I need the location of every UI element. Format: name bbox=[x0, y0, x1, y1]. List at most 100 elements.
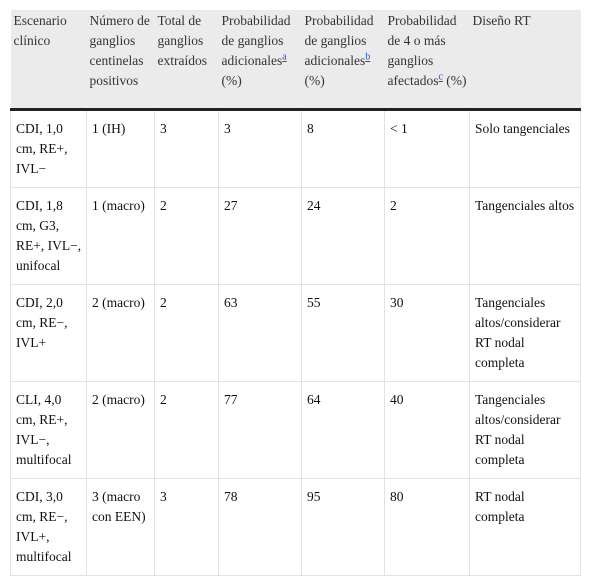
cell-text: 2 bbox=[160, 295, 167, 310]
header-cell: Escenario clínico bbox=[10, 10, 87, 111]
table-cell: 2 bbox=[384, 187, 470, 285]
cell-text: CDI, 1,0 cm, RE+, IVL− bbox=[16, 121, 68, 176]
header-text: Probabilidad de 4 o más ganglios afectad… bbox=[387, 13, 457, 88]
header-cell: Probabilidad de ganglios adicionalesa (%… bbox=[218, 10, 302, 111]
cell-text: 55 bbox=[307, 295, 321, 310]
table-cell: CDI, 1,8 cm, G3, RE+, IVL−, unifocal bbox=[10, 187, 87, 285]
cell-text: 2 (macro) bbox=[92, 295, 145, 310]
cell-text: < 1 bbox=[390, 121, 408, 136]
table-cell: < 1 bbox=[384, 109, 470, 188]
table-cell: 2 bbox=[154, 187, 219, 285]
cell-text: Tangenciales altos/considerar RT nodal c… bbox=[475, 295, 561, 370]
cell-text: 2 (macro) bbox=[92, 392, 145, 407]
header-suffix: (%) bbox=[221, 73, 242, 88]
table-cell: Tangenciales altos/considerar RT nodal c… bbox=[469, 284, 581, 382]
table-cell: 2 (macro) bbox=[86, 381, 155, 479]
cell-text: CDI, 1,8 cm, G3, RE+, IVL−, unifocal bbox=[16, 198, 82, 273]
cell-text: Tangenciales altos bbox=[475, 198, 575, 213]
table-cell: 77 bbox=[218, 381, 302, 479]
header-text: Total de ganglios extraídos bbox=[157, 13, 208, 68]
table-cell: CLI, 4,0 cm, RE+, IVL−, multifocal bbox=[10, 381, 87, 479]
header-text: Escenario clínico bbox=[13, 13, 67, 48]
table-cell: Tangenciales altos/considerar RT nodal c… bbox=[469, 381, 581, 479]
header-row: Escenario clínico Número de ganglios cent… bbox=[10, 10, 581, 111]
cell-text: 78 bbox=[224, 489, 238, 504]
header-cell: Probabilidad de 4 o más ganglios afectad… bbox=[384, 10, 470, 111]
cell-text: 1 (macro) bbox=[92, 198, 145, 213]
cell-text: 24 bbox=[307, 198, 321, 213]
cell-text: 2 bbox=[390, 198, 397, 213]
footnote-link[interactable]: b bbox=[365, 51, 371, 63]
table-row: CDI, 2,0 cm, RE−, IVL+ 2 (macro) 2 63 55 30 Ta… bbox=[10, 284, 581, 382]
cell-text: CDI, 3,0 cm, RE−, IVL+, multifocal bbox=[16, 489, 72, 564]
table-cell: Solo tangenciales bbox=[469, 109, 581, 188]
cell-text: 2 bbox=[160, 392, 167, 407]
table-cell: 40 bbox=[384, 381, 470, 479]
table-cell: 80 bbox=[384, 478, 470, 576]
table-cell: 2 bbox=[154, 381, 219, 479]
cell-text: 40 bbox=[390, 392, 404, 407]
table-cell: 1 (macro) bbox=[86, 187, 155, 285]
header-text: Número de ganglios centinelas positivos bbox=[89, 13, 150, 88]
table: Escenario clínico Número de ganglios cent… bbox=[10, 10, 581, 576]
cell-text: RT nodal completa bbox=[475, 489, 525, 524]
header-text: Probabilidad de ganglios adicionales bbox=[221, 13, 291, 68]
table-cell: 55 bbox=[301, 284, 385, 382]
table-cell: 3 bbox=[154, 478, 219, 576]
cell-text: 64 bbox=[307, 392, 321, 407]
table-row: CDI, 1,8 cm, G3, RE+, IVL−, unifocal 1 (m… bbox=[10, 187, 581, 285]
footnote-link[interactable]: c bbox=[438, 71, 443, 83]
table-container: Escenario clínico Número de ganglios cent… bbox=[10, 10, 581, 576]
cell-text: 63 bbox=[224, 295, 238, 310]
table-cell: 8 bbox=[301, 109, 385, 188]
cell-text: Solo tangenciales bbox=[475, 121, 570, 136]
cell-text: 27 bbox=[224, 198, 238, 213]
header-cell: Probabilidad de ganglios adicionalesb (%… bbox=[301, 10, 385, 111]
table-cell: 2 (macro) bbox=[86, 284, 155, 382]
table-cell: CDI, 1,0 cm, RE+, IVL− bbox=[10, 109, 87, 188]
header-text: Diseño RT bbox=[472, 13, 531, 28]
cell-text: 95 bbox=[307, 489, 321, 504]
table-cell: 78 bbox=[218, 478, 302, 576]
cell-text: 1 (IH) bbox=[92, 121, 126, 136]
cell-text: 30 bbox=[390, 295, 404, 310]
table-row: CDI, 3,0 cm, RE−, IVL+, multifocal 3 (mac… bbox=[10, 478, 581, 576]
cell-text: 2 bbox=[160, 198, 167, 213]
table-cell: 2 bbox=[154, 284, 219, 382]
cell-text: 80 bbox=[390, 489, 404, 504]
table-cell: 64 bbox=[301, 381, 385, 479]
table-body: CDI, 1,0 cm, RE+, IVL− 1 (IH) 3 3 8 < 1 Solo t… bbox=[10, 109, 581, 576]
table-cell: 63 bbox=[218, 284, 302, 382]
cell-text: 3 bbox=[224, 121, 231, 136]
table-cell: 3 bbox=[218, 109, 302, 188]
cell-text: 3 (macro con EEN) bbox=[92, 489, 146, 524]
cell-text: 3 bbox=[160, 489, 167, 504]
header-suffix: (%) bbox=[304, 73, 325, 88]
table-cell: Tangenciales altos bbox=[469, 187, 581, 285]
footnote-link[interactable]: a bbox=[282, 51, 287, 63]
table-row: CDI, 1,0 cm, RE+, IVL− 1 (IH) 3 3 8 < 1 Solo t… bbox=[10, 109, 581, 188]
table-cell: 24 bbox=[301, 187, 385, 285]
header-text: Probabilidad de ganglios adicionales bbox=[304, 13, 374, 68]
cell-text: CLI, 4,0 cm, RE+, IVL−, multifocal bbox=[16, 392, 72, 467]
header-cell: Diseño RT bbox=[469, 10, 581, 111]
table-cell: RT nodal completa bbox=[469, 478, 581, 576]
cell-text: 77 bbox=[224, 392, 238, 407]
cell-text: 3 bbox=[160, 121, 167, 136]
table-cell: 95 bbox=[301, 478, 385, 576]
cell-text: Tangenciales altos/considerar RT nodal c… bbox=[475, 392, 561, 467]
header-cell: Número de ganglios centinelas positivos bbox=[86, 10, 155, 111]
table-cell: CDI, 2,0 cm, RE−, IVL+ bbox=[10, 284, 87, 382]
table-cell: CDI, 3,0 cm, RE−, IVL+, multifocal bbox=[10, 478, 87, 576]
header-cell: Total de ganglios extraídos bbox=[154, 10, 219, 111]
table-cell: 3 bbox=[154, 109, 219, 188]
cell-text: CDI, 2,0 cm, RE−, IVL+ bbox=[16, 295, 68, 350]
cell-text: 8 bbox=[307, 121, 314, 136]
table-cell: 3 (macro con EEN) bbox=[86, 478, 155, 576]
table-cell: 1 (IH) bbox=[86, 109, 155, 188]
table-cell: 30 bbox=[384, 284, 470, 382]
table-row: CLI, 4,0 cm, RE+, IVL−, multifocal 2 (mac… bbox=[10, 381, 581, 479]
header-suffix: (%) bbox=[446, 73, 467, 88]
table-cell: 27 bbox=[218, 187, 302, 285]
